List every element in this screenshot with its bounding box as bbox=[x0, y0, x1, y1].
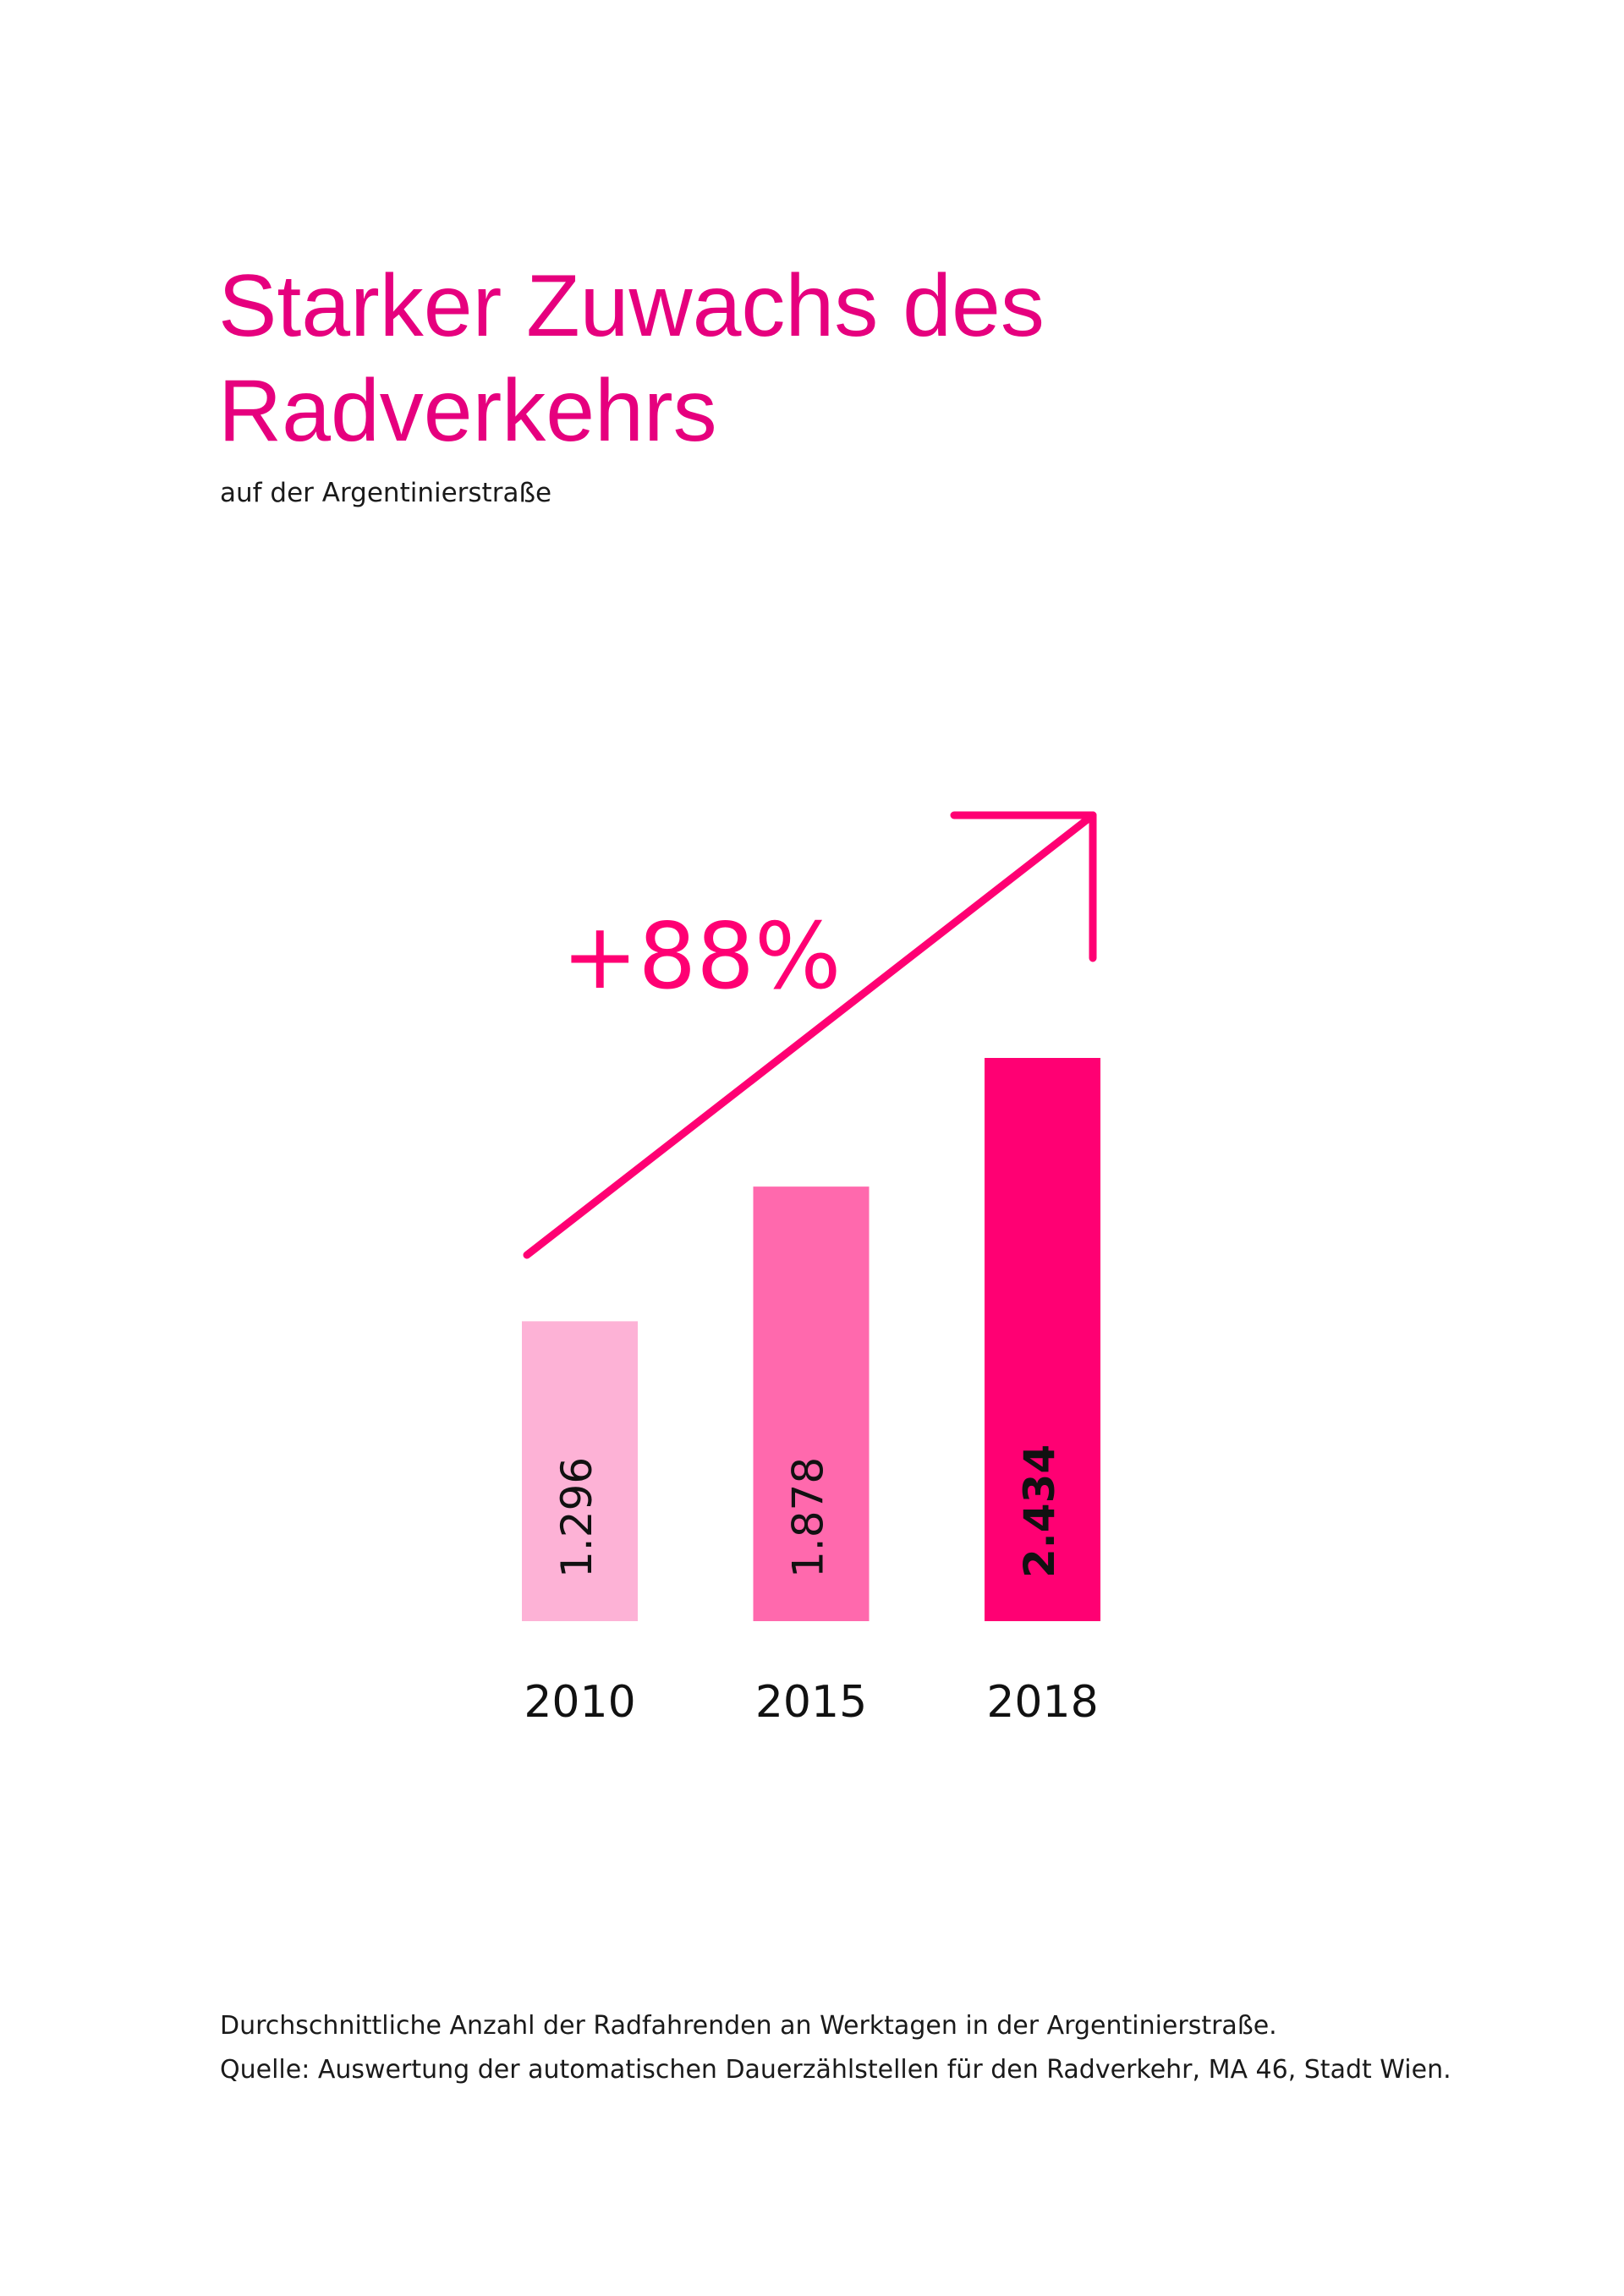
chart-title: Starker Zuwachs des Radverkehrs bbox=[218, 257, 1045, 460]
source: Quelle: Auswertung der automatischen Dau… bbox=[220, 2055, 1451, 2085]
bar bbox=[753, 1186, 870, 1621]
chart-subtitle: auf der Argentinierstraße bbox=[220, 478, 552, 508]
value-label: 1.296 bbox=[552, 1457, 601, 1578]
x-tick-label: 2010 bbox=[524, 1677, 635, 1728]
x-tick-label: 2018 bbox=[986, 1677, 1098, 1728]
annotation: +88% bbox=[562, 904, 842, 1010]
value-label: 1.878 bbox=[784, 1457, 833, 1578]
bar bbox=[985, 1058, 1100, 1621]
x-tick-label: 2015 bbox=[755, 1677, 867, 1728]
value-label: 2.434 bbox=[1015, 1444, 1064, 1578]
bar bbox=[522, 1321, 638, 1621]
trend-arrow bbox=[523, 811, 1097, 1259]
caption: Durchschnittliche Anzahl der Radfahrende… bbox=[220, 2011, 1277, 2041]
